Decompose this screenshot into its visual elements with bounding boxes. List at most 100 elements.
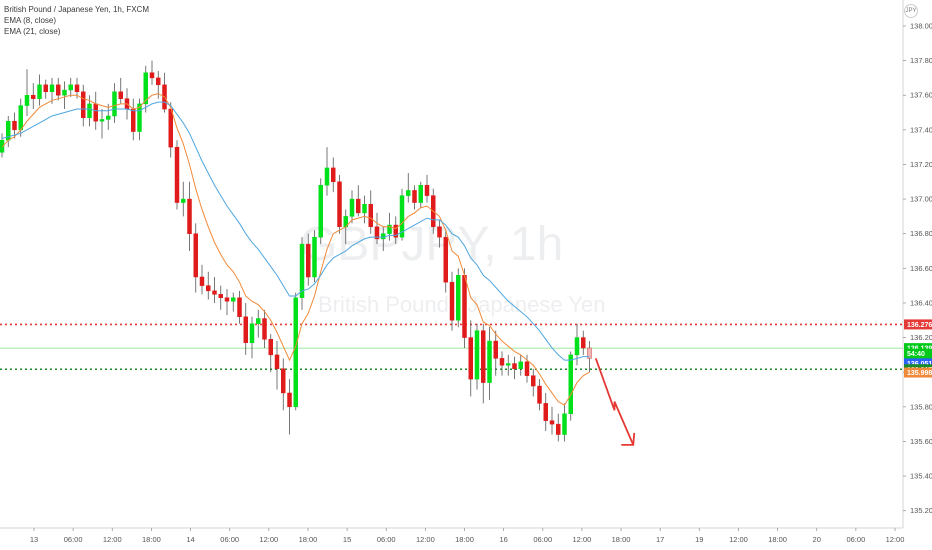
candle[interactable] — [137, 98, 142, 141]
currency-badge[interactable]: JPY — [904, 4, 918, 18]
candle[interactable] — [456, 268, 461, 328]
candle[interactable] — [212, 276, 217, 303]
candle[interactable] — [393, 216, 398, 245]
candle[interactable] — [49, 77, 55, 104]
candle[interactable] — [337, 174, 342, 234]
candle[interactable] — [31, 83, 36, 110]
candle[interactable] — [349, 190, 355, 224]
price-tag-label: 54:40 — [907, 351, 925, 358]
candle[interactable] — [206, 271, 211, 300]
candle[interactable] — [412, 185, 417, 210]
candle[interactable] — [162, 72, 167, 113]
candle[interactable] — [199, 264, 205, 295]
candle[interactable] — [0, 133, 5, 158]
candle[interactable] — [424, 174, 430, 203]
candle[interactable] — [24, 69, 30, 116]
candle[interactable] — [181, 181, 186, 217]
candle[interactable] — [374, 212, 380, 245]
legend-ema-slow[interactable]: EMA (21, close) — [4, 27, 61, 36]
candle[interactable] — [318, 178, 323, 245]
price-tag-bg — [904, 367, 932, 378]
candle[interactable] — [437, 219, 442, 248]
candle[interactable] — [231, 292, 236, 312]
candle[interactable] — [99, 109, 105, 139]
candle[interactable] — [499, 351, 505, 376]
candle[interactable] — [581, 330, 586, 355]
candle[interactable] — [56, 77, 61, 101]
candle[interactable] — [418, 181, 423, 208]
candle[interactable] — [549, 406, 555, 435]
candle-body — [324, 167, 330, 186]
candle[interactable] — [112, 83, 117, 123]
candle-body — [581, 337, 586, 349]
ema-slow-line[interactable] — [1, 101, 590, 361]
candle[interactable] — [299, 237, 305, 310]
candle-body — [62, 89, 67, 96]
candle[interactable] — [143, 65, 148, 113]
candle[interactable] — [568, 351, 573, 421]
candle[interactable] — [287, 379, 292, 435]
candle[interactable] — [474, 323, 480, 390]
candle[interactable] — [118, 77, 123, 104]
candle[interactable] — [187, 181, 192, 252]
candle[interactable] — [356, 185, 361, 217]
candle[interactable] — [331, 157, 336, 193]
candle[interactable] — [468, 320, 473, 397]
candle[interactable] — [68, 77, 73, 97]
legend-symbol[interactable]: British Pound / Japanese Yen, 1h, FXCM — [4, 5, 149, 14]
candle[interactable] — [562, 403, 567, 442]
candle[interactable] — [324, 147, 330, 196]
y-tick-label: 136.200 — [910, 333, 932, 342]
candle[interactable] — [531, 368, 536, 397]
candle[interactable] — [368, 190, 373, 234]
candle[interactable] — [218, 285, 223, 310]
candle[interactable] — [156, 70, 161, 99]
candle[interactable] — [506, 354, 511, 376]
candle[interactable] — [243, 302, 248, 355]
candle[interactable] — [556, 413, 561, 442]
candle[interactable] — [237, 290, 242, 324]
candle[interactable] — [537, 379, 542, 411]
candle-body — [562, 413, 567, 435]
candle[interactable] — [12, 112, 17, 139]
candle[interactable] — [62, 81, 67, 110]
price-tag[interactable]: 54:40 — [904, 348, 932, 359]
candle[interactable] — [224, 289, 230, 316]
candle-body — [231, 297, 236, 302]
x-tick-label: 12:00 — [729, 535, 748, 544]
candle[interactable] — [312, 230, 317, 283]
candle[interactable] — [481, 323, 486, 404]
candle[interactable] — [37, 74, 42, 106]
ema-fast-line[interactable] — [1, 92, 590, 406]
candle[interactable] — [268, 334, 273, 373]
candle[interactable] — [543, 392, 548, 432]
legend-ema-fast[interactable]: EMA (8, close) — [4, 16, 57, 25]
candle[interactable] — [293, 292, 298, 411]
candle[interactable] — [193, 223, 198, 293]
candle[interactable] — [306, 233, 311, 286]
candle[interactable] — [249, 316, 255, 359]
candle[interactable] — [281, 358, 286, 411]
candle[interactable] — [512, 356, 517, 380]
candle[interactable] — [256, 309, 261, 338]
candle[interactable] — [149, 60, 155, 85]
candle[interactable] — [449, 271, 455, 331]
candle[interactable] — [43, 79, 48, 99]
candle[interactable] — [274, 341, 280, 390]
projection-path[interactable] — [594, 358, 635, 446]
price-tag[interactable]: 135.998 — [904, 367, 932, 378]
candle[interactable] — [406, 173, 411, 203]
candle[interactable] — [518, 354, 523, 376]
candle[interactable] — [493, 330, 498, 376]
price-tag[interactable]: 136.276 — [904, 319, 932, 330]
candle[interactable] — [443, 230, 448, 293]
candle[interactable] — [81, 84, 86, 127]
candle-body — [262, 318, 267, 340]
candle[interactable] — [131, 98, 136, 141]
candle[interactable] — [487, 327, 492, 400]
candle[interactable] — [174, 140, 180, 210]
candle[interactable] — [262, 309, 267, 348]
candle[interactable] — [362, 195, 367, 224]
candle[interactable] — [106, 103, 111, 130]
